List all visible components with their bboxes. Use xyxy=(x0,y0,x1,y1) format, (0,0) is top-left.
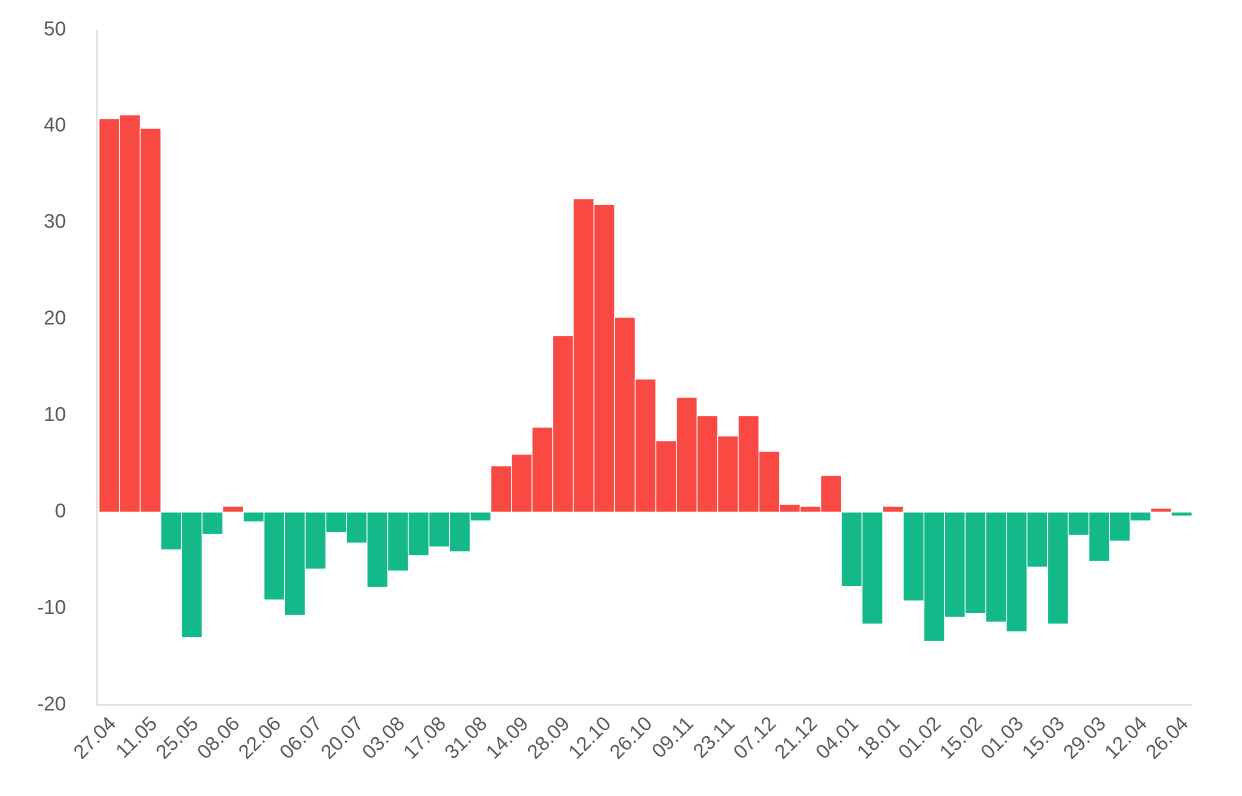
bar xyxy=(1067,511,1090,536)
bar xyxy=(923,511,945,642)
x-tick-label: 29.03 xyxy=(1060,713,1111,764)
x-tick-label: 12.04 xyxy=(1101,713,1152,764)
x-tick-label: 12.10 xyxy=(565,713,616,764)
bar xyxy=(304,511,327,570)
x-tick-label: 04.01 xyxy=(812,713,863,764)
bar xyxy=(181,511,203,638)
bar xyxy=(1088,511,1110,562)
x-tick-label: 01.02 xyxy=(895,713,946,764)
bar xyxy=(490,465,512,513)
bar xyxy=(737,415,760,513)
x-tick-label: 14.09 xyxy=(482,713,533,764)
bar xyxy=(222,505,244,513)
x-tick-label: 15.02 xyxy=(936,713,987,764)
bar xyxy=(366,511,389,588)
bar xyxy=(758,450,780,513)
bar xyxy=(572,198,595,513)
bar xyxy=(944,511,966,618)
bar xyxy=(139,127,162,513)
x-tick-label: 31.08 xyxy=(441,713,492,764)
bar xyxy=(634,378,657,513)
bar xyxy=(1047,511,1069,625)
bar xyxy=(676,396,698,513)
x-tick-label: 27.04 xyxy=(70,713,121,764)
bar xyxy=(346,511,368,544)
y-tick-label: -20 xyxy=(37,693,66,715)
x-tick-label: 09.11 xyxy=(648,713,698,763)
x-tick-label: 03.08 xyxy=(358,713,409,764)
x-tick-label: 18.01 xyxy=(853,713,904,764)
x-tick-label: 15.03 xyxy=(1018,713,1069,764)
bar xyxy=(449,511,471,553)
bar xyxy=(902,511,925,602)
bar xyxy=(593,204,615,513)
bar xyxy=(531,426,554,513)
bar xyxy=(1150,507,1172,513)
bar xyxy=(799,505,822,513)
x-tick-label: 01.03 xyxy=(977,713,1028,764)
bar xyxy=(428,511,450,548)
bar xyxy=(779,504,801,513)
bar xyxy=(1026,511,1049,568)
y-tick-label: 30 xyxy=(44,211,66,233)
bar xyxy=(717,435,739,513)
x-tick-label: 21.12 xyxy=(771,713,822,764)
x-tick-label: 25.05 xyxy=(152,713,203,764)
bar xyxy=(964,511,987,614)
bar xyxy=(387,511,409,572)
bar xyxy=(552,335,574,513)
x-tick-label: 22.06 xyxy=(235,713,286,764)
bar xyxy=(263,511,286,601)
bar xyxy=(841,511,863,587)
bar xyxy=(284,511,306,616)
bar xyxy=(325,511,347,533)
bar xyxy=(696,415,719,513)
y-tick-label: 10 xyxy=(44,404,66,426)
bar xyxy=(98,118,121,513)
bar xyxy=(1170,511,1193,517)
bar xyxy=(655,440,677,513)
bar xyxy=(1129,511,1152,522)
y-tick-label: 50 xyxy=(44,18,66,40)
x-tick-label: 07.12 xyxy=(730,713,781,764)
x-tick-label: 28.09 xyxy=(523,713,574,764)
bar xyxy=(201,511,224,535)
bar xyxy=(1005,511,1028,633)
x-tick-label: 08.06 xyxy=(193,713,244,764)
x-tick-label: 26.10 xyxy=(606,713,657,764)
bar xyxy=(614,316,636,513)
bar xyxy=(119,114,141,513)
x-tick-label: 17.08 xyxy=(400,713,451,764)
bar xyxy=(861,511,884,625)
x-tick-label: 23.11 xyxy=(689,713,739,763)
y-tick-label: -10 xyxy=(37,597,66,619)
bar xyxy=(242,511,265,523)
bar xyxy=(407,511,430,556)
bar xyxy=(882,505,904,513)
y-tick-label: 20 xyxy=(44,308,66,330)
bar xyxy=(511,453,533,513)
bar xyxy=(160,511,182,551)
x-tick-label: 20.07 xyxy=(317,713,368,764)
y-tick-label: 40 xyxy=(44,115,66,137)
y-tick-label: 0 xyxy=(55,500,66,522)
x-tick-label: 06.07 xyxy=(276,713,327,764)
bar xyxy=(1109,511,1131,542)
x-tick-label: 26.04 xyxy=(1142,713,1193,764)
x-tick-label: 11.05 xyxy=(112,713,162,763)
bar xyxy=(985,511,1007,623)
bar xyxy=(469,511,492,522)
bar xyxy=(820,475,842,513)
